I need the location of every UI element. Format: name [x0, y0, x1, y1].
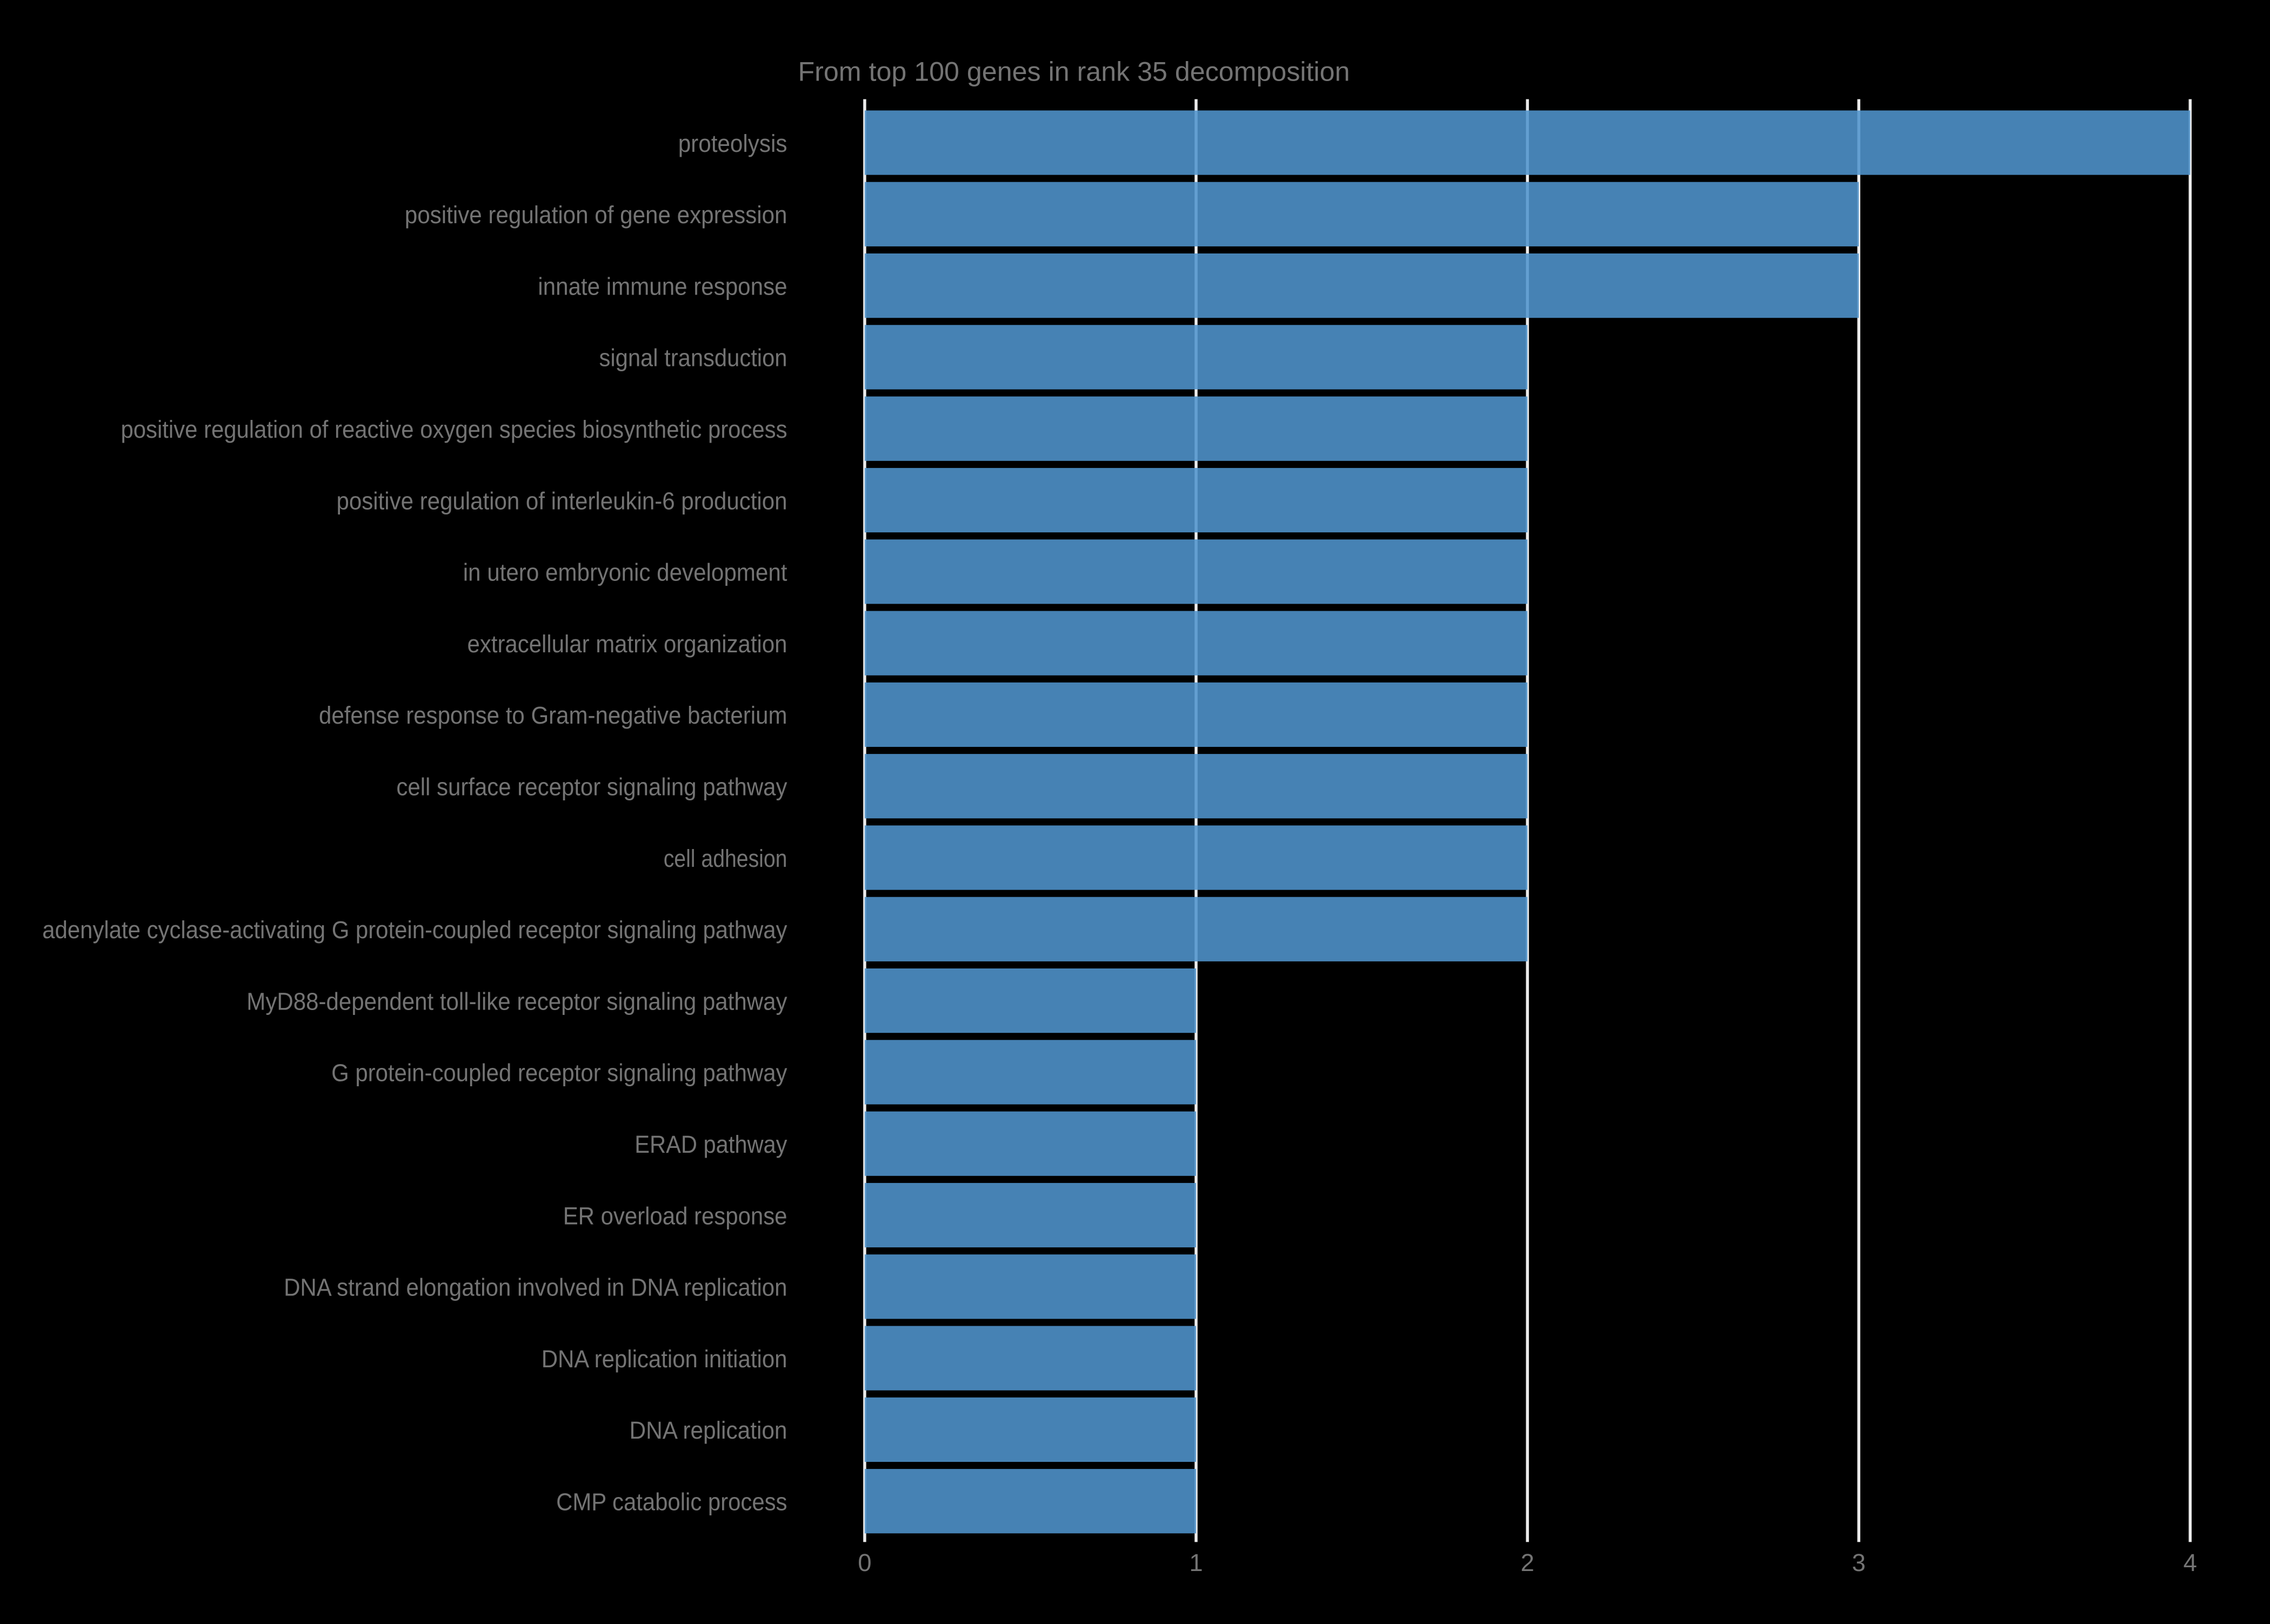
svg-text:DNA replication: DNA replication [630, 1416, 787, 1444]
svg-text:defense response to Gram-negat: defense response to Gram-negative bacter… [319, 701, 787, 729]
svg-text:CMP catabolic process: CMP catabolic process [556, 1488, 787, 1516]
svg-text:cell surface receptor signalin: cell surface receptor signaling pathway [396, 773, 787, 801]
svg-text:MyD88-dependent toll-like rece: MyD88-dependent toll-like receptor signa… [246, 987, 787, 1015]
svg-text:G protein-coupled receptor sig: G protein-coupled receptor signaling pat… [331, 1059, 787, 1087]
svg-text:positive regulation of interle: positive regulation of interleukin-6 pro… [337, 487, 787, 514]
svg-text:positive regulation of reactiv: positive regulation of reactive oxygen s… [121, 416, 787, 443]
svg-text:innate immune response: innate immune response [538, 272, 787, 300]
svg-text:1: 1 [1189, 1549, 1203, 1576]
svg-text:proteolysis: proteolysis [678, 130, 787, 157]
svg-text:4: 4 [2184, 1549, 2197, 1576]
svg-text:in utero embryonic development: in utero embryonic development [463, 559, 787, 586]
svg-text:DNA replication initiation: DNA replication initiation [542, 1345, 787, 1373]
svg-text:extracellular matrix organizat: extracellular matrix organization [468, 630, 787, 658]
svg-text:positive regulation of gene ex: positive regulation of gene expression [405, 201, 787, 229]
svg-text:From top 100 genes in rank 35: From top 100 genes in rank 35 decomposit… [798, 56, 1350, 87]
svg-text:adenylate cyclase-activating G: adenylate cyclase-activating G protein-c… [42, 916, 787, 944]
svg-text:cell adhesion: cell adhesion [664, 845, 787, 872]
svg-text:ER overload response: ER overload response [563, 1202, 787, 1229]
svg-text:0: 0 [858, 1549, 871, 1576]
svg-text:3: 3 [1852, 1549, 1866, 1576]
svg-text:2: 2 [1520, 1549, 1534, 1576]
svg-text:ERAD pathway: ERAD pathway [635, 1131, 787, 1158]
svg-text:signal transduction: signal transduction [599, 344, 787, 372]
svg-text:DNA strand elongation involved: DNA strand elongation involved in DNA re… [284, 1274, 787, 1301]
